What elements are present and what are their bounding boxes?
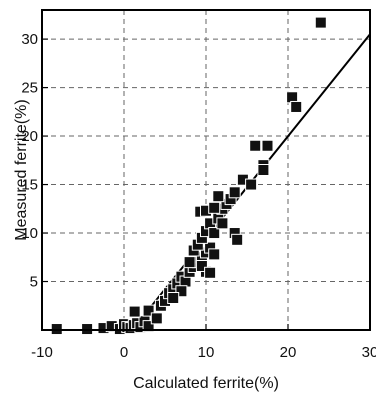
data-point <box>314 16 327 29</box>
data-points <box>50 16 327 336</box>
data-point <box>228 186 241 199</box>
data-point <box>183 256 196 269</box>
x-tick-label: 0 <box>120 344 128 361</box>
data-point <box>208 227 221 240</box>
data-point <box>208 201 221 214</box>
y-tick-label: 20 <box>21 128 38 145</box>
y-axis-label: Measured ferrite(%) <box>13 99 30 240</box>
y-tick-label: 25 <box>21 80 38 97</box>
data-point <box>216 217 229 230</box>
data-point <box>245 178 258 191</box>
grid-lines <box>42 10 370 330</box>
x-axis-label: Calculated ferrite(%) <box>133 375 279 392</box>
x-tick-label: 30 <box>362 344 376 361</box>
data-point <box>212 190 225 203</box>
axis-ticks: -10 0 10 20 30 5 10 15 20 25 30 <box>21 31 376 361</box>
data-point <box>128 305 141 318</box>
data-point <box>204 266 217 279</box>
x-tick-label: -10 <box>31 344 53 361</box>
x-tick-label: 10 <box>198 344 215 361</box>
data-point <box>261 139 274 152</box>
data-point <box>175 285 188 298</box>
data-point <box>231 233 244 246</box>
data-point <box>150 312 163 325</box>
data-point <box>142 304 155 317</box>
data-point <box>195 260 208 272</box>
data-point <box>142 320 155 333</box>
x-tick-label: 20 <box>280 344 297 361</box>
y-tick-label: 10 <box>21 225 38 242</box>
data-point <box>167 292 180 304</box>
data-point <box>290 100 303 113</box>
data-point <box>257 164 270 176</box>
data-point <box>249 139 262 152</box>
y-tick-label: 5 <box>30 274 38 291</box>
y-tick-label: 15 <box>21 177 38 194</box>
y-tick-label: 30 <box>21 31 38 48</box>
data-point <box>208 248 221 261</box>
